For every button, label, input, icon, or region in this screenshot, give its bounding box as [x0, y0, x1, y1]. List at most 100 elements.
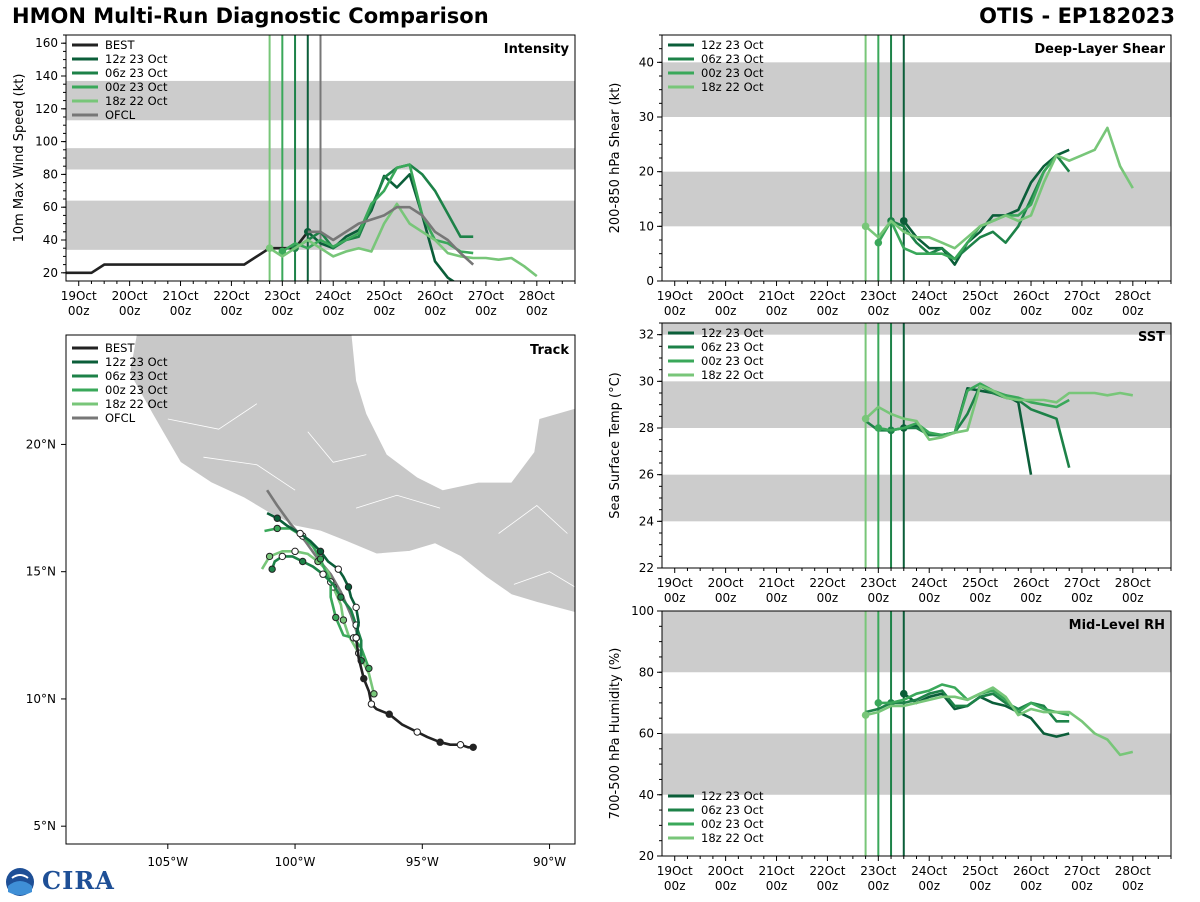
- x-tick-label: 27Oct 00z: [1064, 289, 1100, 318]
- map-frame: [65, 334, 576, 845]
- track-point-12z-23-oct: [296, 529, 304, 538]
- x-tick-label: 23Oct 00z: [860, 576, 896, 605]
- init-marker-00z-23-oct: [874, 238, 883, 247]
- init-marker-12z-23-oct: [899, 689, 908, 698]
- y-tick-label: 120: [35, 102, 58, 116]
- x-tick-label-line: 00z: [766, 591, 788, 605]
- init-marker-18z-22-oct: [861, 222, 870, 231]
- storm-id: OTIS - EP182023: [979, 4, 1175, 28]
- legend-label-18z-22-oct: 18z 22 Oct: [701, 368, 764, 382]
- legend-label-00z-23-oct: 00z 23 Oct: [701, 66, 764, 80]
- plot-area: [662, 611, 1171, 856]
- legend-label-00z-23-oct: 00z 23 Oct: [701, 817, 764, 831]
- x-tick-label-line: 00z: [373, 304, 395, 318]
- track-point-best: [413, 728, 421, 736]
- y-tick-label: 24: [639, 514, 654, 528]
- x-tick-label: 22Oct 00z: [809, 576, 845, 605]
- y-tick-label: 40: [639, 55, 654, 69]
- init-marker-18z-22-oct: [861, 414, 870, 423]
- y-tick-label: 60: [43, 200, 58, 214]
- x-tick-label-line: 20Oct: [112, 289, 148, 303]
- x-tick-label-line: 22Oct: [809, 576, 845, 590]
- x-tick-label: 24Oct 00z: [911, 864, 947, 893]
- x-tick-label: 19Oct 00z: [657, 576, 693, 605]
- x-tick-label-line: 00z: [715, 304, 737, 318]
- threshold-band: [662, 62, 1171, 117]
- x-tick-label-line: 22Oct: [809, 289, 845, 303]
- legend-label-12z-23-oct: 12z 23 Oct: [701, 326, 764, 340]
- x-tick-label: 20Oct 00z: [708, 576, 744, 605]
- series-line-18z-22-oct: [268, 202, 538, 278]
- y-tick-label: 32: [639, 328, 654, 342]
- y-tick-label: 100: [631, 604, 654, 618]
- plot-area: [662, 323, 1171, 568]
- logo-text: CIRA: [42, 866, 115, 895]
- legend-label-06z-23-oct: 06z 23 Oct: [105, 369, 168, 383]
- x-tick-label: 27Oct 00z: [1064, 864, 1100, 893]
- series-line-12z-23-oct: [903, 692, 1070, 738]
- series-line-18z-22-oct: [865, 686, 1134, 757]
- x-tick-label-line: 00z: [868, 591, 890, 605]
- x-tick-label-line: 21Oct: [759, 864, 795, 878]
- y-tick-label: 30: [639, 110, 654, 124]
- x-tick-label: 21Oct 00z: [759, 576, 795, 605]
- gulf-of-mexico: [351, 335, 575, 491]
- y-tick-label: 40: [639, 788, 654, 802]
- x-tick-label-line: 26Oct: [1013, 576, 1049, 590]
- x-tick-label-line: 28Oct: [1115, 289, 1151, 303]
- x-tick-label-line: 00z: [766, 879, 788, 893]
- x-tick-label-line: 00z: [868, 304, 890, 318]
- legend-label-ofcl: OFCL: [105, 411, 136, 425]
- x-tick-label-line: 27Oct: [1064, 576, 1100, 590]
- x-tick-label-line: 21Oct: [163, 289, 199, 303]
- x-tick-label: 28Oct 00z: [1115, 289, 1151, 318]
- lon-tick-label: 95°W: [406, 855, 439, 869]
- x-tick-label: 28Oct 00z: [1115, 864, 1151, 893]
- x-tick-label-line: 21Oct: [759, 289, 795, 303]
- x-tick-label-line: 19Oct: [657, 289, 693, 303]
- x-tick-label-line: 00z: [817, 879, 839, 893]
- x-tick-label: 22Oct 00z: [809, 864, 845, 893]
- x-tick-label-line: 00z: [272, 304, 294, 318]
- x-tick-label: 22Oct 00z: [809, 289, 845, 318]
- legend-label-06z-23-oct: 06z 23 Oct: [701, 340, 764, 354]
- y-tick-label: 80: [43, 167, 58, 181]
- init-marker-18z-22-oct: [265, 244, 274, 252]
- state-border: [307, 431, 367, 463]
- x-tick-label: 23Oct 00z: [264, 289, 300, 318]
- panel-label: SST: [1138, 330, 1165, 345]
- init-marker-00z-23-oct: [874, 699, 883, 707]
- x-tick-label: 23Oct 00z: [860, 289, 896, 318]
- x-tick-label-line: 00z: [766, 304, 788, 318]
- track-point-12z-23-oct: [344, 583, 353, 591]
- track-point-00z-23-oct: [273, 524, 281, 533]
- track-point-06z-23-oct: [268, 565, 276, 573]
- y-tick-label: 160: [35, 36, 58, 50]
- x-tick-label-line: 19Oct: [657, 576, 693, 590]
- x-tick-label-line: 00z: [1122, 304, 1144, 318]
- x-tick-label-line: 19Oct: [657, 864, 693, 878]
- lat-tick-label: 15°N: [26, 565, 56, 579]
- track-point-best: [469, 743, 477, 751]
- x-tick-label: 28Oct 00z: [1115, 576, 1151, 605]
- y-tick-label: 22: [639, 561, 654, 575]
- track-point-best: [436, 738, 444, 746]
- x-tick-label: 25Oct 00z: [366, 289, 402, 318]
- track-point-06z-23-oct: [298, 557, 307, 566]
- track-point-best: [385, 710, 393, 718]
- x-tick-label-line: 25Oct: [962, 576, 998, 590]
- track-point-06z-23-oct: [319, 570, 327, 578]
- x-tick-label-line: 00z: [817, 304, 839, 318]
- series-line-18z-22-oct: [864, 126, 1134, 250]
- legend-label-00z-23-oct: 00z 23 Oct: [105, 383, 168, 397]
- y-tick-label: 140: [35, 69, 58, 83]
- x-tick-label-line: 25Oct: [366, 289, 402, 303]
- x-tick-label-line: 26Oct: [1013, 289, 1049, 303]
- x-tick-label-line: 00z: [664, 879, 686, 893]
- x-tick-label-line: 22Oct: [809, 864, 845, 878]
- legend-label-best: BEST: [105, 341, 135, 355]
- series-line-ofcl: [307, 205, 475, 266]
- x-tick-label-line: 27Oct: [468, 289, 504, 303]
- x-tick-label-line: 00z: [221, 304, 243, 318]
